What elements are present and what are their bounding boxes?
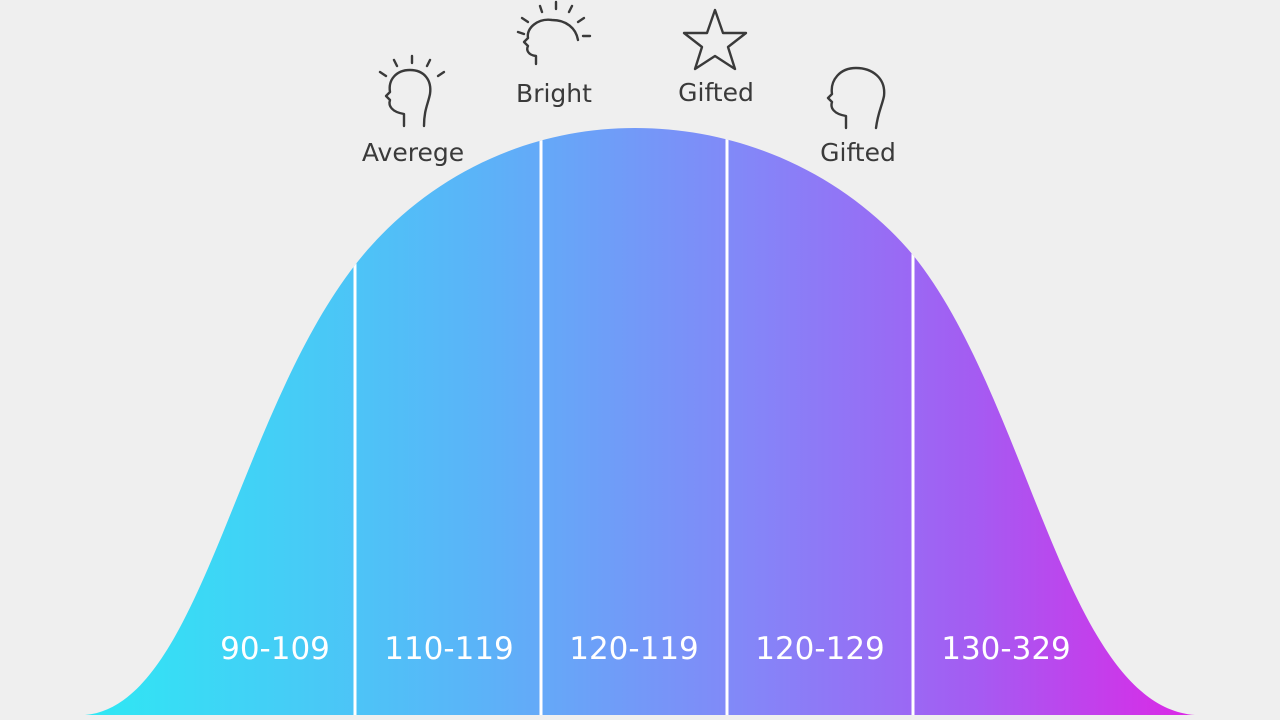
segment-label: 130-329 (941, 631, 1071, 667)
segment-label: 110-119 (384, 631, 514, 667)
category-label: Averege (362, 138, 464, 167)
segment-label: 120-129 (755, 631, 885, 667)
category-label: Gifted (678, 78, 754, 107)
star-icon (682, 8, 748, 71)
segment-label: 120-119 (569, 631, 699, 667)
segment-label: 90-109 (220, 631, 330, 667)
category-label: Bright (516, 79, 592, 108)
head-icon (378, 54, 446, 128)
head-icon (826, 66, 886, 130)
bright-icon (516, 0, 592, 66)
category-label: Gifted (820, 138, 896, 167)
